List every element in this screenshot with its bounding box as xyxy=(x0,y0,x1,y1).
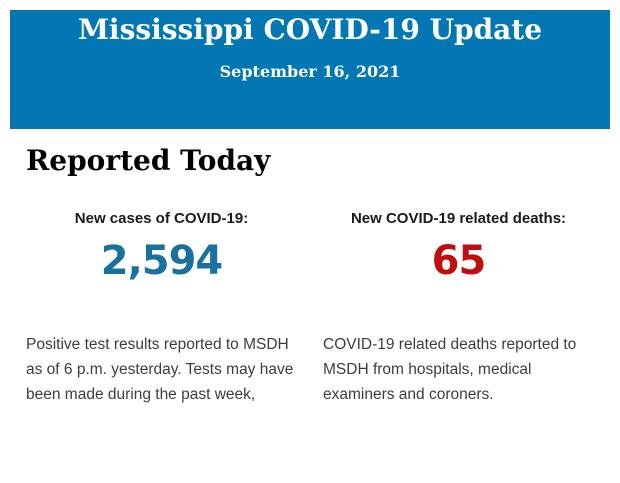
header-banner: Mississippi COVID-19 Update September 16… xyxy=(10,10,610,129)
stat-block-new-cases: New cases of COVID-19: 2,594 Positive te… xyxy=(26,209,297,407)
main-content: Reported Today New cases of COVID-19: 2,… xyxy=(0,144,620,407)
new-cases-label: New cases of COVID-19: xyxy=(74,210,249,227)
new-cases-description: Positive test results reported to MSDH a… xyxy=(26,336,294,403)
newsletter-title: Mississippi COVID-19 Update xyxy=(77,13,543,46)
new-deaths-description: COVID-19 related deaths reported to MSDH… xyxy=(323,336,577,403)
stats-grid: New cases of COVID-19: 2,594 Positive te… xyxy=(26,209,594,407)
stat-block-new-deaths: New COVID-19 related deaths: 65 COVID-19… xyxy=(323,209,594,407)
section-heading: Reported Today xyxy=(26,144,271,177)
new-deaths-label: New COVID-19 related deaths: xyxy=(350,210,567,227)
newsletter-date: September 16, 2021 xyxy=(219,62,401,81)
new-cases-value: 2,594 xyxy=(100,238,224,284)
new-deaths-value: 65 xyxy=(431,238,487,284)
